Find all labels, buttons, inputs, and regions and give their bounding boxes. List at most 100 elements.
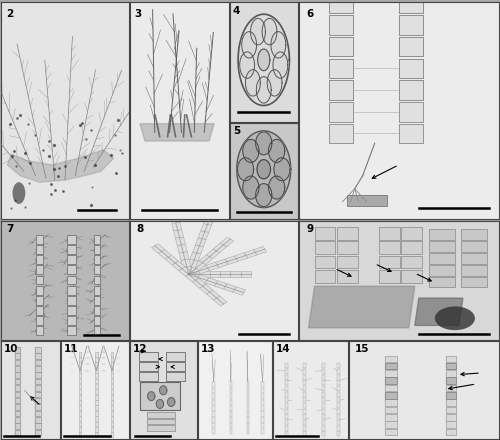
Polygon shape [256,132,272,155]
Bar [378,270,400,282]
Polygon shape [8,150,114,182]
Polygon shape [178,267,192,276]
Bar [110,368,114,373]
Polygon shape [237,131,291,208]
Bar [230,388,232,393]
Polygon shape [196,275,209,283]
Bar [262,429,264,434]
Bar [284,369,288,374]
Bar [14,366,20,372]
FancyBboxPatch shape [328,15,352,35]
Text: 3: 3 [134,9,141,19]
Bar [446,370,456,377]
Bar [284,414,288,419]
Bar [14,379,20,385]
Bar [110,363,114,367]
Polygon shape [220,271,230,277]
Bar [429,253,455,264]
Bar [36,326,43,335]
Bar [110,422,114,426]
Polygon shape [241,271,252,277]
Polygon shape [206,290,220,300]
Bar [95,411,98,416]
Bar [110,378,114,383]
FancyBboxPatch shape [328,15,352,35]
Bar [246,382,249,387]
Bar [262,423,264,429]
Bar [34,366,40,372]
FancyBboxPatch shape [399,37,423,56]
Bar [34,379,40,385]
Bar [461,265,487,275]
Polygon shape [274,158,290,181]
Bar [67,235,76,244]
Bar [322,425,325,430]
FancyBboxPatch shape [399,15,423,35]
Bar [34,360,40,365]
Bar [110,400,114,405]
Polygon shape [172,222,182,231]
Bar [337,403,340,408]
Bar [384,422,396,428]
Polygon shape [148,392,155,400]
Bar [337,380,340,385]
Bar [78,384,82,389]
Bar [14,429,20,435]
Bar [378,256,400,268]
Polygon shape [201,224,211,232]
Polygon shape [165,255,178,265]
Bar [140,352,158,361]
Bar [14,353,20,359]
Bar [284,386,288,391]
Bar [95,416,98,421]
Bar [246,429,249,434]
Bar [110,406,114,411]
Bar [78,416,82,421]
Bar [384,385,396,391]
Bar [94,275,100,284]
Bar [461,253,487,264]
Polygon shape [188,271,199,277]
Bar [78,406,82,411]
Bar [95,373,98,378]
Bar [284,363,288,368]
Bar [110,352,114,356]
Bar [67,255,76,264]
Bar [110,427,114,432]
Text: 5: 5 [232,126,240,136]
Bar [212,429,215,434]
FancyBboxPatch shape [328,59,352,78]
Bar [36,275,43,284]
Bar [302,374,306,380]
Bar [140,382,180,410]
Bar [36,306,43,315]
Polygon shape [216,259,228,268]
FancyBboxPatch shape [399,59,423,78]
Bar [384,400,396,406]
Bar [67,245,76,254]
FancyBboxPatch shape [328,80,352,100]
Text: 15: 15 [354,345,369,354]
Polygon shape [308,286,415,328]
Polygon shape [268,139,284,162]
Bar [337,431,340,436]
Bar [446,356,456,362]
Polygon shape [244,249,257,258]
Bar [146,425,174,431]
Polygon shape [156,400,164,408]
Bar [94,306,100,315]
Bar [67,265,76,275]
Bar [337,374,340,380]
Bar [95,357,98,362]
Polygon shape [204,216,214,225]
Bar [262,418,264,422]
Bar [140,362,158,371]
Bar [34,417,40,422]
Bar [446,378,456,384]
Bar [212,406,215,411]
Bar [212,400,215,405]
Bar [446,422,456,428]
Text: 4: 4 [232,6,240,16]
Bar [95,400,98,405]
Bar [378,241,400,254]
